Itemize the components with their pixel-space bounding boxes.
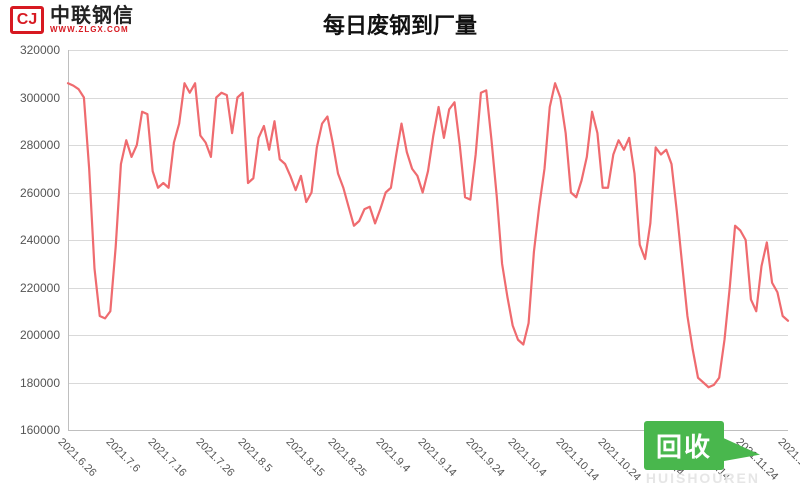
y-tick-label: 300000 — [0, 91, 60, 105]
y-tick-label: 180000 — [0, 376, 60, 390]
watermark-badge: 回收 — [644, 421, 760, 470]
plot-area — [68, 50, 788, 430]
chart-title: 每日废钢到厂量 — [0, 8, 800, 40]
x-tick-label: 2021.9.24 — [463, 436, 506, 479]
y-tick-label: 260000 — [0, 186, 60, 200]
x-tick-label: 2021.9.14 — [416, 436, 459, 479]
watermark-arrow-icon — [722, 430, 760, 461]
y-tick-label: 160000 — [0, 423, 60, 437]
x-tick-label: 2021.8.5 — [236, 436, 275, 475]
y-tick-label: 200000 — [0, 328, 60, 342]
x-tick-label: 2021.6.26 — [56, 436, 99, 479]
y-tick-label: 220000 — [0, 281, 60, 295]
y-tick-label: 320000 — [0, 43, 60, 57]
watermark-text: 回收 — [644, 421, 724, 470]
x-tick-label: 2021.7.16 — [146, 436, 189, 479]
x-tick-label: 2021.7.6 — [103, 436, 142, 475]
data-series-line — [68, 83, 788, 387]
x-tick-label: 2021.11.29 — [776, 436, 800, 483]
x-tick-label: 2021.8.25 — [326, 436, 369, 479]
x-tick-label: 2021.10.24 — [596, 436, 643, 483]
x-tick-label: 2021.8.15 — [283, 436, 326, 479]
x-tick-label: 2021.10.4 — [506, 436, 549, 479]
y-tick-label: 280000 — [0, 138, 60, 152]
x-tick-label: 2021.9.4 — [373, 436, 412, 475]
x-tick-label: 2021.10.14 — [553, 436, 600, 483]
x-tick-label: 2021.7.26 — [193, 436, 236, 479]
watermark-url: HUISHOUREN — [646, 470, 760, 486]
y-tick-label: 240000 — [0, 233, 60, 247]
